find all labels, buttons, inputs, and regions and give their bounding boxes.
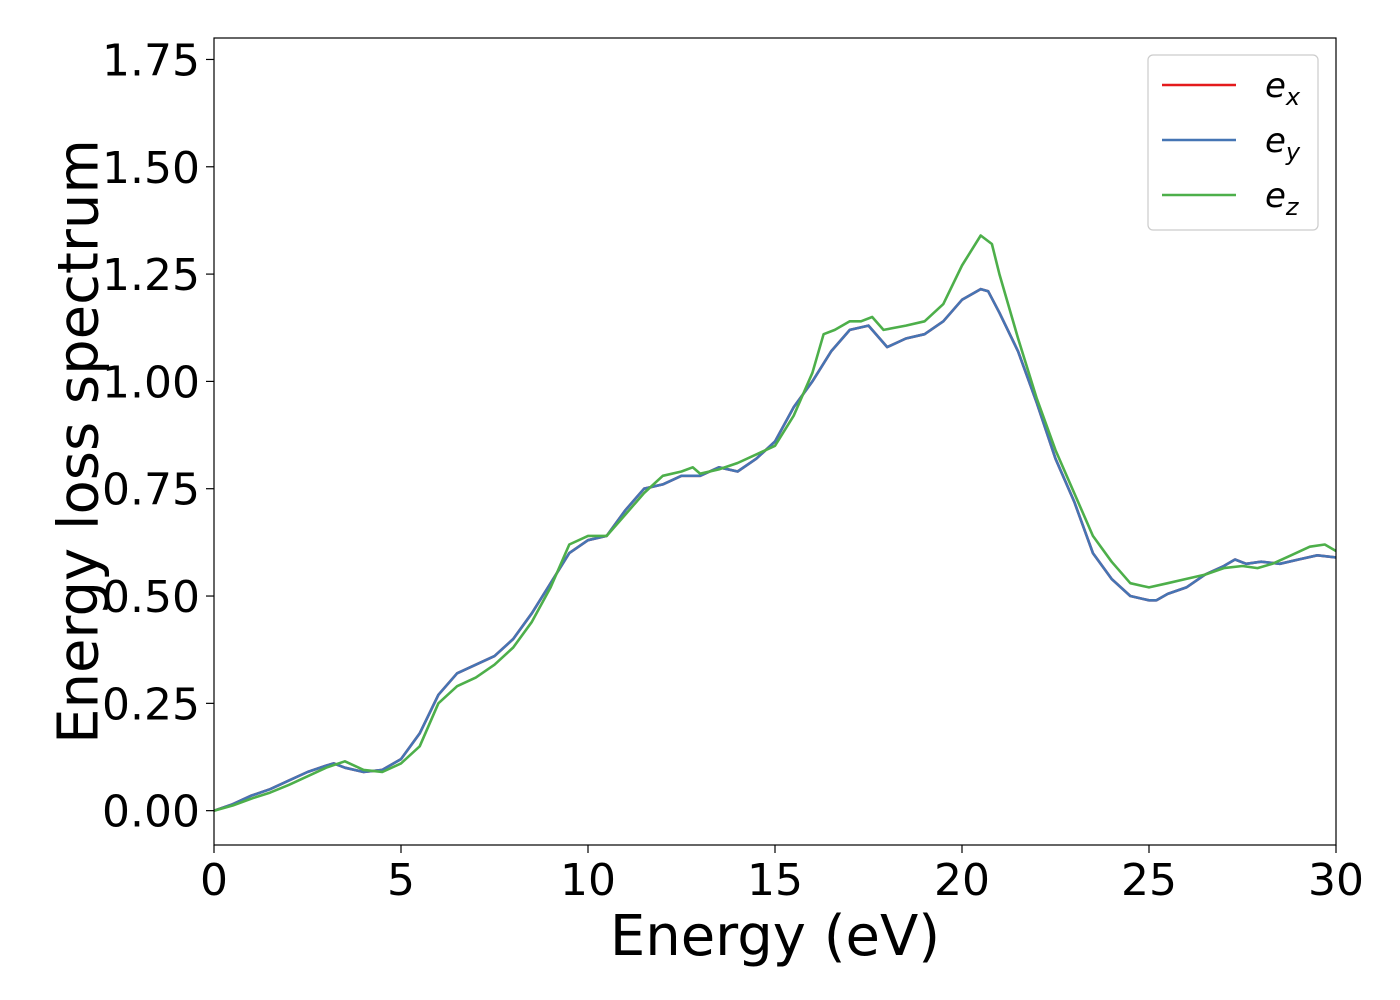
x-tick-label: 25 [1121,855,1177,906]
y-tick-label: 1.50 [102,143,200,194]
y-tick-label: 0.75 [102,465,200,516]
y-axis-ticks: 0.00 0.25 0.50 0.75 1.00 1.25 1.50 1.75 [102,35,214,838]
x-tick-label: 30 [1308,855,1364,906]
y-tick-label: 1.00 [102,357,200,408]
x-axis-ticks: 0 5 10 15 20 25 30 [200,845,1364,906]
y-tick-label: 1.75 [102,35,200,86]
legend-label-z: ez [1265,176,1300,221]
y-tick-label: 1.25 [102,250,200,301]
x-tick-label: 0 [200,855,228,906]
x-tick-label: 20 [934,855,990,906]
legend-label-x: ex [1265,66,1301,111]
y-tick-label: 0.25 [102,679,200,730]
y-tick-label: 0.00 [102,787,200,838]
x-tick-label: 5 [387,855,415,906]
series-line-z [214,234,1336,813]
legend-label-y: ey [1265,121,1301,166]
legend-frame [1147,54,1319,231]
y-tick-label: 0.50 [102,572,200,623]
y-axis-title: Energy loss spectrum [47,139,112,744]
series-line-y [214,287,1336,813]
series-layer [214,234,1336,813]
x-tick-label: 10 [560,855,616,906]
plot-area [213,37,1337,846]
x-tick-label: 15 [747,855,803,906]
legend: ex ey ez [1147,54,1319,231]
x-axis-title: Energy (eV) [610,904,940,969]
